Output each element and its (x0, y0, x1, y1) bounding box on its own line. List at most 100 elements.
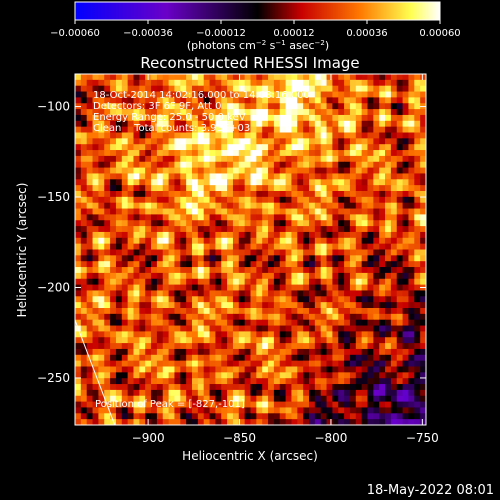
heatmap-cell (349, 325, 357, 332)
heatmap-cell (326, 267, 333, 274)
heatmap-cell (127, 196, 134, 204)
heatmap-cell (145, 114, 152, 122)
heatmap-cell (145, 267, 152, 274)
heatmap-cell (250, 308, 257, 315)
heatmap-cell (256, 389, 263, 397)
heatmap-cell (244, 231, 251, 239)
heatmap-cell (156, 401, 164, 408)
heatmap-cell (262, 144, 269, 151)
heatmap-cell (98, 79, 105, 87)
heatmap-cell (197, 132, 205, 139)
heatmap-cell (297, 114, 304, 122)
heatmap-cell (174, 401, 181, 408)
heatmap-cell (121, 354, 129, 362)
heatmap-cell (203, 138, 210, 145)
heatmap-cell (338, 120, 345, 128)
heatmap-cell (244, 114, 251, 122)
heatmap-cell (168, 214, 175, 221)
heatmap-cell (344, 103, 351, 110)
heatmap-cell (121, 91, 129, 98)
heatmap-cell (244, 255, 251, 262)
heatmap-cell (379, 126, 386, 133)
heatmap-cell (285, 97, 292, 104)
heatmap-cell (75, 267, 82, 274)
heatmap-cell (203, 214, 210, 221)
heatmap-cell (168, 79, 175, 87)
heatmap-cell (320, 378, 327, 385)
heatmap-cell (385, 384, 392, 391)
heatmap-cell (110, 319, 117, 326)
heatmap-cell (367, 290, 374, 297)
heatmap-cell (385, 313, 392, 321)
heatmap-cell (238, 132, 246, 139)
heatmap-cell (110, 325, 117, 332)
heatmap-cell (420, 384, 426, 391)
heatmap-cell (86, 249, 93, 256)
heatmap-cell (256, 103, 263, 110)
heatmap-cell (373, 272, 380, 280)
heatmap-cell (98, 214, 105, 221)
heatmap-cell (390, 185, 398, 192)
heatmap-cell (115, 91, 123, 98)
heatmap-cell (396, 372, 403, 379)
heatmap-cell (80, 220, 88, 227)
heatmap-cell (414, 255, 421, 262)
heatmap-cell (232, 401, 240, 408)
heatmap-cell (367, 272, 374, 280)
heatmap-cell (186, 354, 193, 362)
heatmap-cell (349, 319, 357, 326)
heatmap-cell (402, 290, 409, 297)
heatmap-cell (110, 313, 117, 321)
heatmap-cell (151, 220, 158, 227)
heatmap-cell (127, 114, 134, 122)
heatmap-cell (115, 343, 123, 350)
heatmap-cell (238, 231, 246, 239)
heatmap-cell (361, 173, 368, 180)
heatmap-cell (303, 360, 310, 367)
heatmap-cell (162, 419, 169, 425)
heatmap-cell (314, 296, 322, 303)
heatmap-cell (104, 255, 111, 262)
heatmap-cell (238, 255, 246, 262)
heatmap-cell (209, 337, 216, 344)
heatmap-cell (349, 155, 357, 163)
heatmap-cell (338, 401, 345, 408)
heatmap-cell (367, 284, 374, 291)
heatmap-cell (420, 220, 426, 227)
heatmap-cell (110, 337, 117, 344)
heatmap-cell (121, 278, 129, 285)
heatmap-cell (197, 91, 205, 98)
heatmap-cell (320, 243, 327, 250)
heatmap-cell (238, 261, 246, 268)
heatmap-cell (338, 272, 345, 280)
heatmap-cell (80, 214, 88, 221)
heatmap-cell (232, 185, 240, 192)
heatmap-cell (250, 85, 257, 92)
heatmap-cell (238, 237, 246, 245)
heatmap-cell (121, 161, 129, 168)
heatmap-cell (162, 120, 169, 128)
heatmap-cell (361, 208, 368, 215)
heatmap-cell (408, 243, 415, 250)
heatmap-cell (232, 284, 240, 291)
heatmap-cell (273, 150, 281, 157)
heatmap-cell (203, 249, 210, 256)
heatmap-cell (238, 419, 246, 425)
heatmap-cell (314, 407, 322, 414)
heatmap-cell (197, 74, 205, 81)
heatmap-cell (303, 79, 310, 87)
heatmap-cell (273, 97, 281, 104)
heatmap-cell (133, 302, 140, 309)
heatmap-cell (186, 144, 193, 151)
heatmap-cell (232, 325, 240, 332)
heatmap-cell (75, 185, 82, 192)
heatmap-cell (396, 74, 403, 81)
heatmap-cell (373, 249, 380, 256)
heatmap-cell (168, 74, 175, 81)
heatmap-cell (203, 284, 210, 291)
heatmap-cell (92, 325, 99, 332)
heatmap-cell (244, 290, 251, 297)
heatmap-cell (203, 220, 210, 227)
heatmap-cell (110, 132, 117, 139)
heatmap-cell (285, 237, 292, 245)
